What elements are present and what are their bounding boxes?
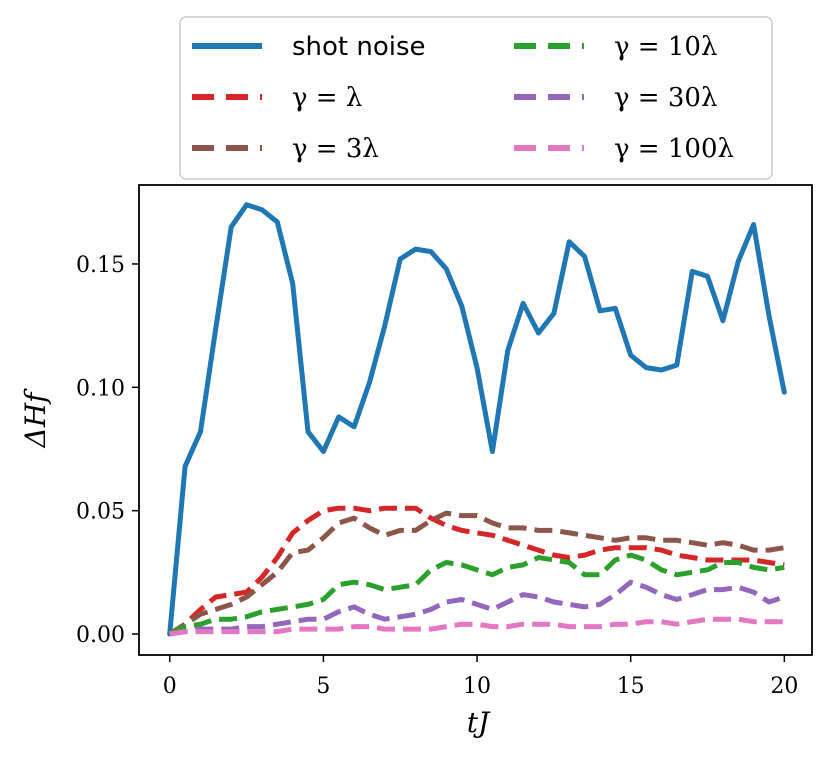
plot-frame <box>138 184 813 656</box>
x-tick-label: 15 <box>617 674 645 699</box>
x-tick-label: 10 <box>463 674 491 699</box>
legend-box <box>179 16 773 180</box>
legend-label-2: γ = 3λ <box>292 134 379 164</box>
y-axis-ticks: 0.00 0.05 0.10 0.15 <box>76 253 139 648</box>
series-line-2 <box>168 510 785 637</box>
y-tick-label: 0.05 <box>76 500 125 525</box>
legend-label-4: γ = 30λ <box>614 83 717 113</box>
y-tick-label: 0.00 <box>76 623 125 648</box>
legend: shot noise γ = 10λ γ = λ γ = 30λ γ = 3λ γ = 1… <box>192 32 734 164</box>
x-tick-label: 20 <box>770 674 798 699</box>
series-line-0 <box>167 202 787 637</box>
x-tick-label: 0 <box>163 674 177 699</box>
series-line-1 <box>168 505 785 637</box>
series-group <box>167 202 787 637</box>
legend-label-3: γ = 10λ <box>614 32 717 62</box>
y-tick-label: 0.10 <box>76 376 125 401</box>
series-line-4 <box>169 579 786 637</box>
y-axis-label: ΔHf <box>19 388 52 449</box>
x-axis-ticks: 0 5 10 15 20 <box>163 655 798 699</box>
legend-label-5: γ = 100λ <box>614 134 734 164</box>
legend-label-0: shot noise <box>292 32 426 62</box>
series-line-3 <box>168 552 785 637</box>
y-tick-label: 0.15 <box>76 253 125 278</box>
legend-label-1: γ = λ <box>292 83 362 113</box>
x-axis-label: tJ <box>467 706 491 739</box>
x-tick-label: 5 <box>316 674 330 699</box>
